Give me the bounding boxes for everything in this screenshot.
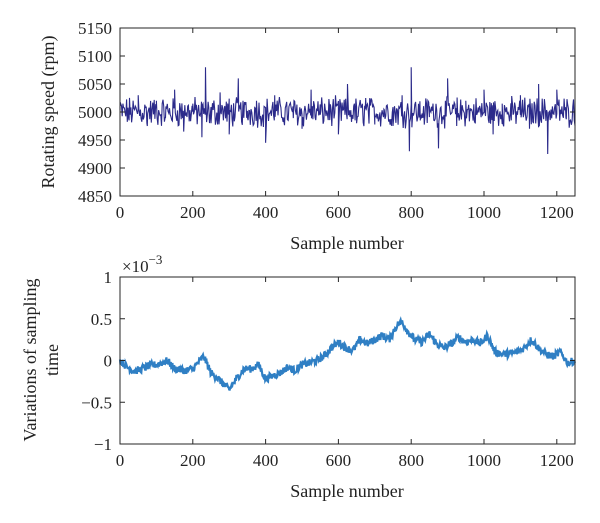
- sampling-y-multiplier-exponent: −3: [149, 252, 163, 267]
- sampling-series-line: [118, 316, 576, 391]
- speed-series-line: [119, 67, 576, 155]
- speed-tick-labels-layer: 0 200 400 600 800 1000 1200 4850 4900 4950 5000 505…: [78, 19, 574, 222]
- speed-x-tick-label: 800: [398, 203, 424, 222]
- sampling-y-axis-label-line: Variations of sampling: [20, 279, 40, 442]
- speed-y-tick-label: 4950: [78, 131, 112, 150]
- sampling-x-tick-label: 1000: [467, 451, 501, 470]
- speed-y-tick-label: 4900: [78, 159, 112, 178]
- sampling-tick-labels-layer: 0 200 400 600 800 1000 1200 −1 −0.5 0 0.5 1: [81, 268, 574, 470]
- speed-y-axis-label: Rotating speed (rpm): [38, 36, 59, 189]
- speed-y-tick-label: 5150: [78, 19, 112, 38]
- speed-x-tick-label: 1200: [540, 203, 574, 222]
- speed-x-tick-label: 0: [116, 203, 125, 222]
- speed-ticks-layer: [119, 27, 575, 197]
- sampling-x-tick-label: 200: [180, 451, 206, 470]
- speed-x-tick-label: 600: [326, 203, 352, 222]
- sampling-x-tick-label: 600: [326, 451, 352, 470]
- sampling-plot-frame: [119, 276, 576, 445]
- speed-x-axis-label: Sample number: [290, 233, 403, 253]
- sampling-y-tick-label: 1: [104, 268, 113, 287]
- sampling-series-layer: [118, 316, 576, 391]
- speed-y-tick-label: 5000: [78, 103, 112, 122]
- sampling-y-tick-label: −0.5: [81, 393, 112, 412]
- speed-x-tick-label: 400: [253, 203, 279, 222]
- sampling-x-axis-label: Sample number: [290, 481, 403, 501]
- speed-x-tick-label: 1000: [467, 203, 501, 222]
- panel-sampling-time: 0 200 400 600 800 1000 1200 −1 −0.5 0 0.5 1 ×10−3 S…: [20, 252, 576, 501]
- speed-series-layer: [119, 67, 576, 155]
- speed-y-tick-label: 4850: [78, 187, 112, 206]
- sampling-y-tick-label: 0.5: [91, 310, 112, 329]
- sampling-x-tick-label: 400: [253, 451, 279, 470]
- sampling-y-multiplier-base: ×10: [122, 257, 149, 276]
- sampling-y-tick-label: −1: [94, 435, 112, 454]
- panel-rotating-speed: 0 200 400 600 800 1000 1200 4850 4900 4950 5000 505…: [38, 19, 576, 253]
- speed-y-tick-label: 5050: [78, 75, 112, 94]
- sampling-x-tick-label: 800: [398, 451, 424, 470]
- sampling-y-axis-label: Variations of sampling time: [20, 279, 62, 442]
- sampling-y-multiplier: ×10−3: [122, 252, 162, 276]
- speed-x-tick-label: 200: [180, 203, 206, 222]
- sampling-y-tick-label: 0: [104, 352, 113, 371]
- sampling-ticks-layer: [119, 276, 575, 445]
- sampling-x-tick-label: 1200: [540, 451, 574, 470]
- sampling-x-tick-label: 0: [116, 451, 125, 470]
- sampling-y-axis-label-line: time: [42, 344, 62, 376]
- speed-y-tick-label: 5100: [78, 47, 112, 66]
